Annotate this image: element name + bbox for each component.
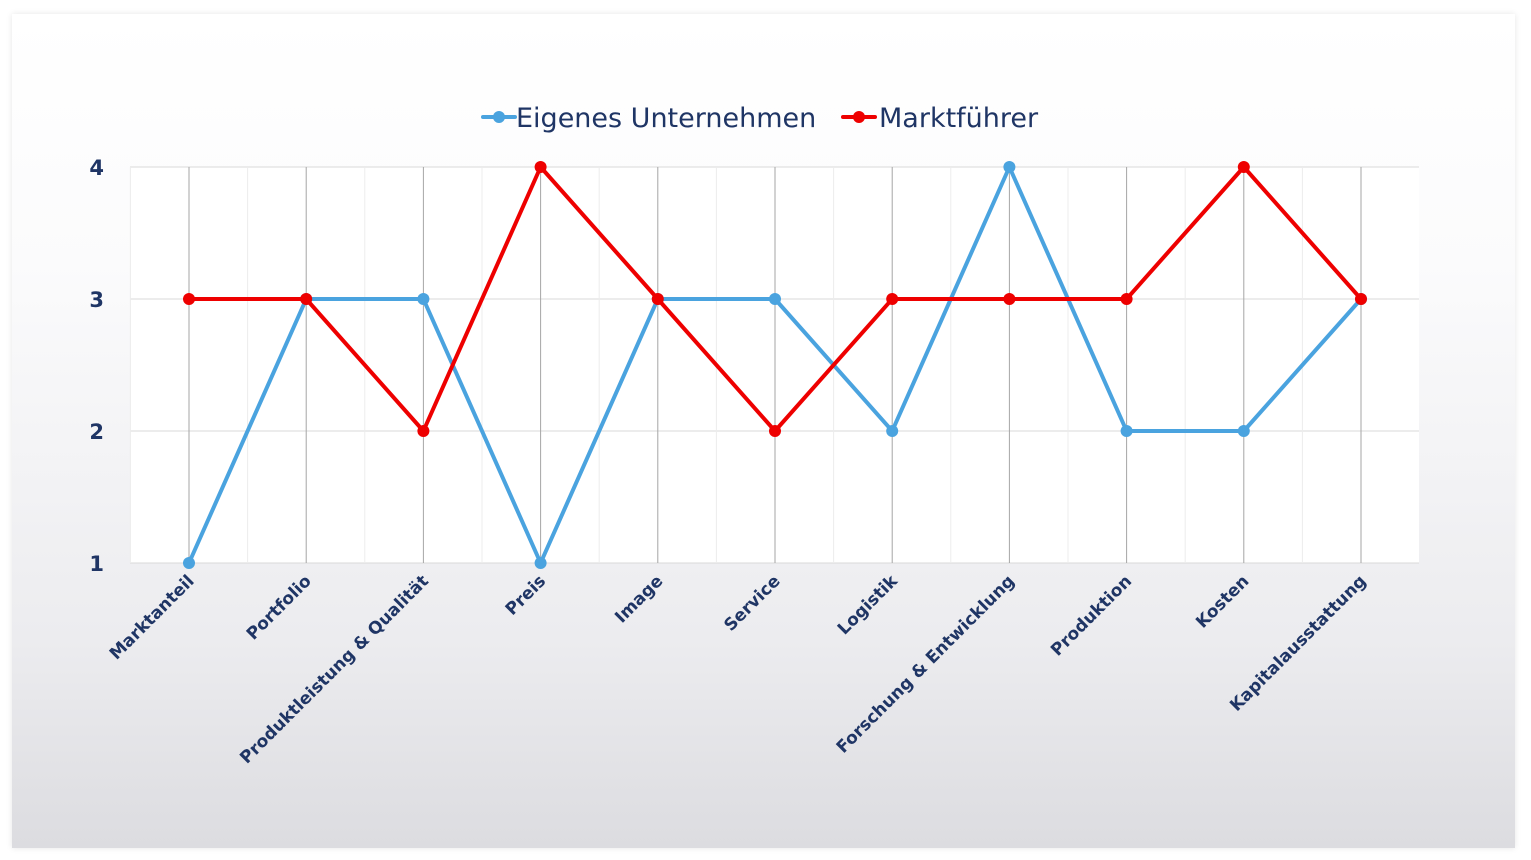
legend: Eigenes Unternehmen Marktführer — [481, 103, 1039, 134]
x-tick-label: Produktion — [1047, 571, 1136, 660]
data-point — [1355, 293, 1367, 305]
data-point — [183, 293, 195, 305]
x-tick-label: Produktleistung & Qualität — [236, 571, 433, 768]
x-tick-label: Marktanteil — [106, 571, 199, 664]
data-point — [534, 161, 547, 173]
data-point — [1003, 293, 1016, 305]
x-tick-label: Service — [720, 571, 784, 635]
data-point — [1237, 425, 1250, 437]
data-point — [1003, 161, 1016, 173]
data-point — [886, 293, 899, 305]
data-point — [417, 425, 430, 437]
y-axis-ticks: 1 2 3 4 — [89, 156, 104, 576]
data-point — [417, 293, 430, 305]
legend-swatch-marker — [493, 111, 505, 123]
legend-label: Marktführer — [879, 103, 1039, 134]
y-tick-label: 4 — [89, 156, 104, 180]
data-point — [769, 425, 781, 437]
data-point — [534, 557, 547, 569]
data-point — [1237, 161, 1250, 173]
x-tick-label: Logistik — [834, 571, 902, 639]
data-point — [651, 293, 664, 305]
data-point — [1120, 293, 1133, 305]
x-tick-label: Portfolio — [243, 571, 316, 644]
legend-swatch-marker — [853, 111, 865, 123]
x-tick-label: Preis — [502, 571, 550, 619]
y-tick-label: 3 — [89, 288, 104, 312]
data-point — [300, 293, 313, 305]
data-point — [886, 425, 899, 437]
y-tick-label: 2 — [89, 420, 104, 444]
legend-label: Eigenes Unternehmen — [516, 103, 816, 134]
data-point — [1120, 425, 1133, 437]
series-group — [183, 161, 1367, 569]
y-tick-label: 1 — [89, 552, 104, 576]
data-point — [769, 293, 781, 305]
data-point — [183, 557, 195, 569]
x-tick-label: Image — [611, 571, 667, 627]
x-tick-label: Kapitalausstattung — [1226, 571, 1370, 715]
x-tick-label: Kosten — [1192, 571, 1253, 632]
